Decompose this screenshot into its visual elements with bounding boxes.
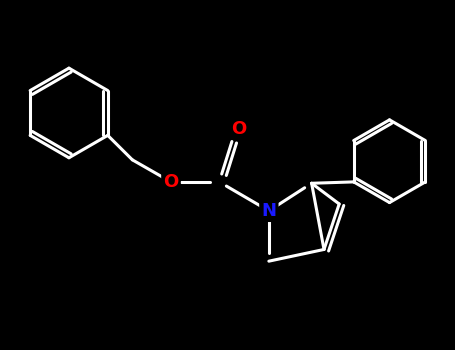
Text: O: O	[163, 173, 179, 191]
Text: O: O	[232, 120, 247, 138]
Text: N: N	[261, 202, 276, 220]
